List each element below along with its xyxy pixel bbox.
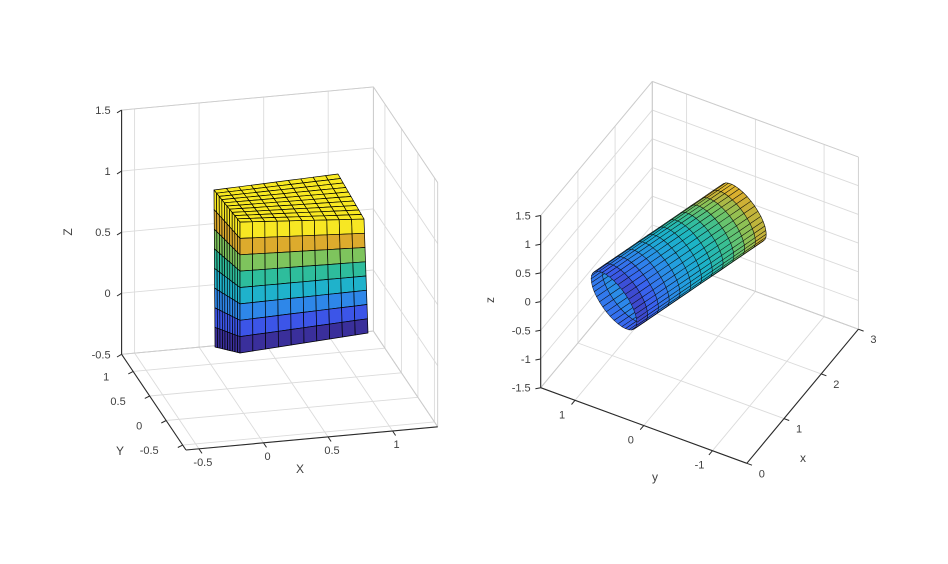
z-tick-label: -0.5 (512, 325, 531, 337)
x-tick-label: 0 (759, 468, 765, 480)
z-tick-label: 1 (104, 166, 110, 178)
cylinder-surface (590, 182, 767, 331)
x-tick-label: 1 (796, 424, 802, 436)
x-tick-label: 0.5 (324, 445, 339, 457)
cube-top-face (213, 173, 365, 223)
x-tick-label: 0 (264, 451, 270, 463)
z-tick-label: 0.5 (95, 227, 110, 239)
y-tick-label: 0 (136, 421, 142, 433)
left-plot-axes (116, 109, 438, 454)
y-tick-label: 1 (559, 409, 565, 421)
left-plot-y-axis-label: Y (116, 444, 124, 458)
z-tick-label: -1 (521, 354, 531, 366)
y-tick-label: -0.5 (140, 445, 159, 457)
right-plot-surface (590, 182, 767, 331)
y-tick-label: 0.5 (110, 396, 125, 408)
y-tick-label: -1 (695, 460, 705, 472)
right-plot-x-axis-label: x (800, 451, 806, 465)
right-plot: 0 1 2 3 1 0 -1 -1.5 -1 -0.5 0 0.5 1 1.5 x y z (483, 80, 877, 485)
z-tick-label: -1.5 (512, 383, 531, 395)
z-tick-label: 0.5 (515, 268, 530, 280)
left-plot-surface (213, 173, 369, 354)
y-tick-label: 1 (103, 371, 109, 383)
left-plot-z-axis-label: Z (61, 228, 75, 235)
z-tick-label: -0.5 (92, 349, 111, 361)
cube-side-face (213, 189, 241, 354)
z-tick-label: 0 (525, 297, 531, 309)
right-plot-y-axis-label: y (652, 470, 658, 484)
left-plot: -0.5 0 0.5 1 -0.5 0 0.5 1 -0.5 0 0.5 1 1.5 X Y Z (61, 86, 439, 476)
x-tick-label: 3 (870, 334, 876, 346)
z-tick-label: 1 (525, 239, 531, 251)
right-plot-z-axis-label: z (483, 297, 497, 303)
x-tick-label: 1 (394, 439, 400, 451)
left-plot-x-axis-label: X (296, 462, 304, 476)
right-plot-axes (535, 215, 864, 466)
z-tick-label: 0 (104, 288, 110, 300)
z-tick-label: 1.5 (95, 105, 110, 117)
left-plot-labels: -0.5 0 0.5 1 -0.5 0 0.5 1 -0.5 0 0.5 1 1.5 X Y Z (61, 105, 400, 476)
z-tick-label: 1.5 (515, 211, 530, 223)
right-plot-labels: 0 1 2 3 1 0 -1 -1.5 -1 -0.5 0 0.5 1 1.5 x y z (483, 211, 877, 485)
y-tick-label: 0 (628, 435, 634, 447)
x-tick-label: 2 (833, 379, 839, 391)
cube-front-face (239, 218, 369, 354)
x-tick-label: -0.5 (193, 457, 212, 469)
